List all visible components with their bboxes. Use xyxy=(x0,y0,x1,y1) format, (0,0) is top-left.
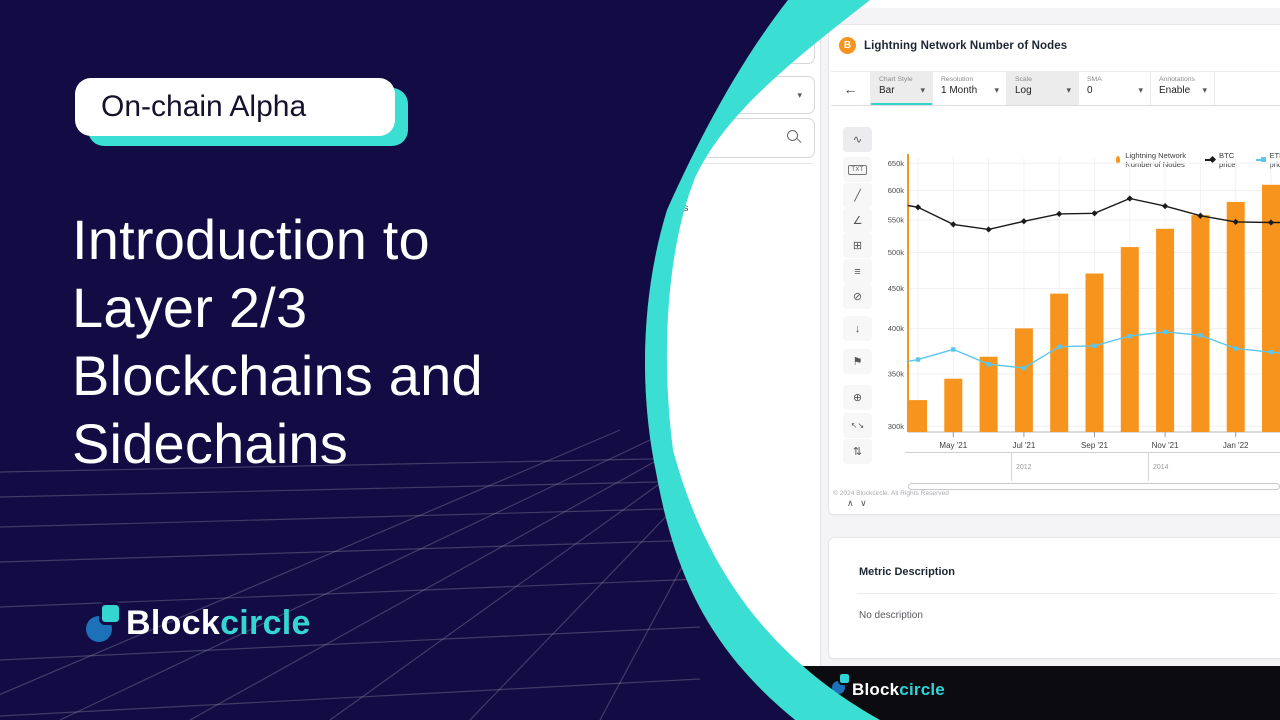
title-line: Introduction to xyxy=(72,208,430,271)
legend-item-eth[interactable]: ETH price xyxy=(1255,151,1280,169)
svg-text:550k: 550k xyxy=(888,216,905,225)
timeline-border xyxy=(905,452,1280,453)
perspective-grid xyxy=(0,429,723,720)
chart-style-select[interactable]: Chart Style Bar ▾ xyxy=(871,72,933,105)
blockcircle-logomark xyxy=(84,600,126,646)
timeline-separator xyxy=(1148,452,1149,481)
control-value: 1 Month xyxy=(941,85,978,96)
nodes-price-chart[interactable]: 650k 600k 550k 500k 450k 400k 350k 300k May '21 J… xyxy=(885,148,1280,458)
blockcircle-logo: Blockcircle xyxy=(84,600,311,646)
category-badge: On-chain Alpha xyxy=(75,78,395,136)
draw-trend-icon[interactable]: ∿ xyxy=(843,127,872,152)
scale-select[interactable]: Scale Log ▾ xyxy=(1007,72,1079,105)
flag-marker-icon[interactable]: ⚑ xyxy=(843,349,872,374)
svg-text:350k: 350k xyxy=(888,369,905,378)
svg-text:300k: 300k xyxy=(888,422,905,431)
back-button[interactable]: ← xyxy=(831,72,871,105)
expand-icon[interactable]: ↖↘ xyxy=(843,413,872,438)
resolution-select[interactable]: Resolution 1 Month ▾ xyxy=(933,72,1007,105)
blockcircle-logomark xyxy=(832,672,858,700)
legend-square-marker xyxy=(1255,157,1266,162)
svg-text:Sep '21: Sep '21 xyxy=(1081,441,1108,450)
sma-select[interactable]: SMA 0 ▾ xyxy=(1079,72,1151,105)
select-region-icon[interactable]: ⊞ xyxy=(843,233,872,258)
svg-text:Nov '21: Nov '21 xyxy=(1152,441,1179,450)
bitcoin-icon: B xyxy=(839,37,856,54)
chevron-down-icon: ▾ xyxy=(994,85,999,95)
metric-description-title: Metric Description xyxy=(859,566,955,578)
txt-glyph: TXT xyxy=(848,164,867,175)
teal-arc xyxy=(645,0,880,720)
svg-text:500k: 500k xyxy=(888,248,905,257)
timeline-separator xyxy=(1011,452,1012,481)
chevron-down-icon: ▾ xyxy=(1138,85,1143,95)
description-divider xyxy=(857,593,1277,594)
adjust-icon[interactable]: ⇅ xyxy=(843,439,872,464)
chevron-down-icon: ▾ xyxy=(920,85,925,95)
control-value: 0 xyxy=(1087,85,1093,96)
page-title: Introduction to Layer 2/3 Blockchains an… xyxy=(72,206,632,478)
sidebar-divider xyxy=(820,0,821,666)
control-value: Bar xyxy=(879,85,895,96)
badge-label: On-chain Alpha xyxy=(101,90,307,123)
control-label: SMA xyxy=(1087,76,1102,83)
angle-tool-icon[interactable]: ∠ xyxy=(843,208,872,233)
title-line: Blockchains and xyxy=(72,344,483,407)
svg-text:Jul '21: Jul '21 xyxy=(1012,441,1035,450)
control-value: Enable xyxy=(1159,85,1191,96)
zoom-tool-icon[interactable]: ⊕ xyxy=(843,385,872,410)
title-line: Layer 2/3 xyxy=(72,276,308,339)
sidebar-section-divider xyxy=(640,163,813,164)
legend-label: ETH price xyxy=(1269,151,1280,169)
legend-diamond-marker xyxy=(1205,155,1217,164)
app-footer-logo-text: Blockcircle xyxy=(852,680,945,699)
logo-square-icon xyxy=(838,672,851,685)
legend-item-btc[interactable]: BTC price xyxy=(1205,151,1240,169)
app-screenshot: ▾ Nodes B Lightning Network Number of No… xyxy=(600,0,1280,720)
legend-item-nodes[interactable]: Lightning Network Number of Nodes xyxy=(1116,151,1190,169)
values-down-icon[interactable]: ↓ xyxy=(843,316,872,341)
navy-panel xyxy=(0,0,795,720)
control-label: Annotations xyxy=(1159,76,1195,83)
chevron-down-icon: ▾ xyxy=(1202,85,1207,95)
timeline-year-label: 2014 xyxy=(1153,464,1169,471)
legend-label: BTC price xyxy=(1219,151,1236,169)
svg-text:450k: 450k xyxy=(888,284,905,293)
chart-card-header: B Lightning Network Number of Nodes xyxy=(839,37,1067,54)
legend-label: Lightning Network Number of Nodes xyxy=(1125,151,1187,169)
trend-line-icon[interactable]: ╱ xyxy=(843,183,872,208)
chevron-down-icon: ▾ xyxy=(797,90,802,100)
logo-square-icon xyxy=(99,602,122,625)
copyright-text: © 2024 Blockcircle. All Rights Reserved xyxy=(833,490,949,497)
control-label: Scale xyxy=(1015,76,1033,83)
text-annotation-icon[interactable]: TXT xyxy=(843,157,872,182)
hide-drawings-icon[interactable]: ⊘ xyxy=(843,284,872,309)
chart-toolbar: ← Chart Style Bar ▾ Resolution 1 Month ▾… xyxy=(831,71,1280,106)
metric-description-card: Metric Description No description xyxy=(828,537,1280,659)
chart-title: Lightning Network Number of Nodes xyxy=(864,39,1068,52)
logo-circle-icon xyxy=(832,681,845,694)
svg-text:600k: 600k xyxy=(888,186,905,195)
svg-text:Jan '22: Jan '22 xyxy=(1223,441,1249,450)
control-label: Chart Style xyxy=(879,76,913,83)
timeline-year-label: 2012 xyxy=(1016,464,1032,471)
metric-description-body: No description xyxy=(859,610,923,621)
legend-circle-marker xyxy=(1116,156,1121,164)
hero-logo-text: Blockcircle xyxy=(126,603,311,642)
control-label: Resolution xyxy=(941,76,974,83)
chevron-down-icon: ▾ xyxy=(1066,85,1071,95)
rail-scroll-chevrons[interactable]: ∧ ∨ xyxy=(847,498,869,508)
annotations-select[interactable]: Annotations Enable ▾ xyxy=(1151,72,1215,105)
search-icon xyxy=(787,130,798,141)
rows-icon[interactable]: ≡ xyxy=(843,259,872,284)
chart-legend: Lightning Network Number of Nodes BTC pr… xyxy=(1116,151,1280,169)
svg-text:400k: 400k xyxy=(888,324,905,333)
svg-text:May '21: May '21 xyxy=(939,441,967,450)
svg-text:650k: 650k xyxy=(888,159,905,168)
title-line: Sidechains xyxy=(72,412,348,475)
control-value: Log xyxy=(1015,85,1032,96)
